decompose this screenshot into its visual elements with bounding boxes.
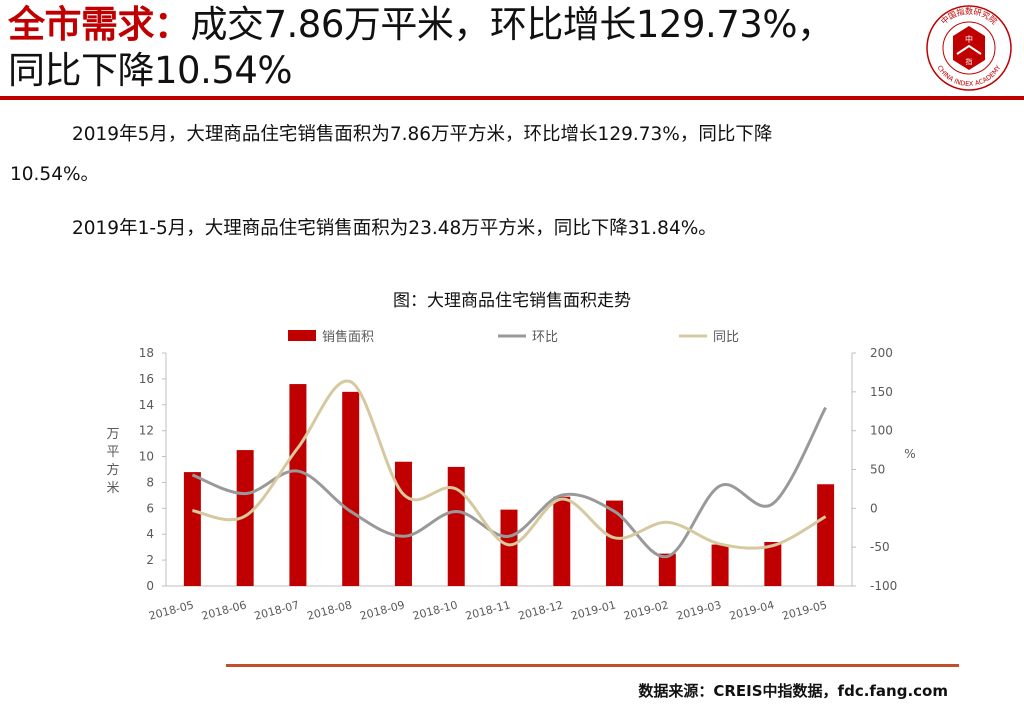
y-left-title-char: 米 xyxy=(106,481,119,496)
x-tick-label: 2018-10 xyxy=(411,598,459,622)
x-tick-label: 2019-03 xyxy=(675,598,723,622)
logo-text-1: 中 xyxy=(965,34,973,44)
line-yoy xyxy=(192,379,827,550)
y-left-tick-label: 12 xyxy=(139,424,154,438)
x-tick-label: 2018-05 xyxy=(147,598,195,622)
y-right-tick-label: -100 xyxy=(870,579,897,593)
title-highlight: 全市需求： xyxy=(8,3,191,46)
bar-sales-area xyxy=(394,461,412,586)
y-left-title-char: 方 xyxy=(106,462,119,478)
bar-sales-area xyxy=(606,500,624,586)
y-left-tick-label: 14 xyxy=(139,398,154,412)
bar-sales-area xyxy=(500,509,518,586)
bar-sales-area xyxy=(658,553,676,586)
x-tick-label: 2019-04 xyxy=(728,598,776,622)
sales-area-chart: 0 2 4 6 8 10 12 14 16 18 -100 -50 0 50 100 150 200 万平方米% 2… xyxy=(106,329,915,623)
line-mom xyxy=(191,406,827,559)
page-title: 全市需求：成交7.86万平米，环比增长129.73%， 同比下降10.54% xyxy=(8,2,908,94)
y-right-tick-label: 150 xyxy=(870,385,893,399)
x-tick-label: 2019-02 xyxy=(622,598,670,622)
bar-sales-area xyxy=(711,544,729,586)
x-tick-label: 2018-07 xyxy=(253,598,301,622)
x-tick-label: 2018-09 xyxy=(358,598,406,622)
x-tick-label: 2019-01 xyxy=(570,598,618,622)
x-tick-label: 2018-11 xyxy=(464,598,512,622)
y-left-tick-label: 16 xyxy=(139,372,154,386)
y-right-tick-label: 50 xyxy=(870,463,885,477)
bar-sales-area xyxy=(817,484,835,586)
x-tick-label: 2019-05 xyxy=(781,598,829,622)
china-index-academy-logo: 中 指 中国指数研究院 CHINA INDEX ACADEMY xyxy=(926,5,1012,91)
y-left-tick-label: 10 xyxy=(139,450,154,464)
bar-sales-area xyxy=(447,466,465,586)
bar-sales-area xyxy=(289,384,307,586)
y-left-title-char: 平 xyxy=(106,445,119,460)
legend-label: 同比 xyxy=(713,330,739,345)
y-right-tick-label: 200 xyxy=(870,346,893,360)
y-left-tick-label: 18 xyxy=(139,346,154,360)
title-line1: 成交7.86万平米，环比增长129.73%， xyxy=(190,3,835,46)
bar-sales-area xyxy=(764,541,782,586)
bar-sales-area xyxy=(183,472,201,586)
y-left-tick-label: 0 xyxy=(146,579,154,593)
y-right-tick-label: 100 xyxy=(870,424,893,438)
y-left-tick-label: 4 xyxy=(146,527,154,541)
data-source: 数据来源：CREIS中指数据，fdc.fang.com xyxy=(638,682,948,700)
bar-sales-area xyxy=(236,450,254,586)
footer-divider xyxy=(226,664,959,667)
y-right-tick-label: -50 xyxy=(870,540,890,554)
legend-label: 销售面积 xyxy=(322,329,374,345)
title-divider xyxy=(0,96,1024,100)
legend-swatch-bar xyxy=(288,330,316,341)
bar-sales-area xyxy=(553,496,571,586)
y-left-title-char: 万 xyxy=(106,427,119,442)
paragraph-1-cont: 10.54%。 xyxy=(10,164,100,185)
y-right-title: % xyxy=(904,447,915,461)
paragraph-1: 2019年5月，大理商品住宅销售面积为7.86万平方米，环比增长129.73%，… xyxy=(72,124,773,145)
y-left-tick-label: 6 xyxy=(146,501,154,515)
y-left-tick-label: 2 xyxy=(146,553,154,567)
paragraph-2: 2019年1-5月，大理商品住宅销售面积为23.48万平方米，同比下降31.84… xyxy=(72,218,717,239)
y-left-tick-label: 8 xyxy=(146,475,154,489)
title-line2: 同比下降10.54% xyxy=(8,49,293,92)
x-tick-label: 2018-12 xyxy=(517,598,565,622)
x-tick-label: 2018-08 xyxy=(306,598,354,622)
x-tick-label: 2018-06 xyxy=(200,598,248,622)
legend-label: 环比 xyxy=(532,330,558,345)
y-right-tick-label: 0 xyxy=(870,501,878,515)
logo-text-2: 指 xyxy=(966,57,973,66)
bar-sales-area xyxy=(342,391,360,586)
chart-caption: 图：大理商品住宅销售面积走势 xyxy=(393,291,631,311)
logo-arc-top: 中国指数研究院 xyxy=(939,6,1000,26)
